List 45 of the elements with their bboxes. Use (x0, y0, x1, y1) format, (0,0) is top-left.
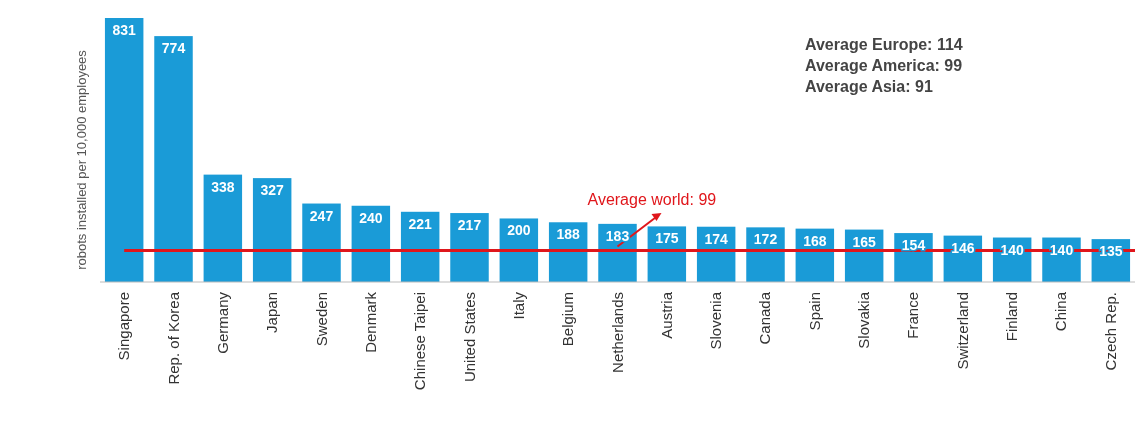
data-label: 247 (309, 207, 334, 224)
x-tick-label: Switzerland (953, 292, 971, 370)
x-tick-label: Slovakia (855, 291, 873, 349)
data-label: 221 (408, 215, 433, 232)
x-tick-label: Denmark (361, 291, 379, 353)
x-tick-label: Germany (213, 291, 231, 354)
data-label: 188 (556, 226, 581, 243)
x-tick-label: Chinese Taipei (411, 292, 429, 391)
x-tick-label: Japan (263, 292, 281, 333)
ref-line-label: Average world: 99 (587, 191, 717, 208)
data-label: 831 (112, 22, 137, 38)
x-tick-label: Finland (1003, 292, 1021, 342)
x-tick-label: Slovenia (707, 291, 725, 350)
data-label: 200 (507, 222, 531, 239)
x-tick-label: Rep. of Korea (164, 291, 182, 385)
x-tick-label: Spain (805, 292, 823, 331)
x-tick-label: United States (460, 292, 478, 383)
data-label: 183 (605, 227, 630, 244)
y-axis-title: robots installed per 10,000 employees (74, 49, 89, 270)
data-label: 154 (901, 237, 926, 254)
data-label: 774 (161, 40, 186, 57)
x-tick-label: Sweden (312, 292, 330, 347)
data-label: 172 (753, 231, 778, 248)
x-tick-label: Austria (657, 291, 675, 339)
annotation: Average Europe: 114 (805, 36, 963, 53)
x-tick-label: Singapore (115, 292, 133, 361)
data-label: 327 (260, 182, 285, 199)
bar (154, 36, 193, 282)
x-tick-label: Canada (756, 291, 774, 345)
x-tick-label: Italy (509, 291, 527, 320)
x-tick-label: China (1052, 291, 1070, 332)
data-label: 217 (457, 217, 482, 234)
data-label: 174 (704, 230, 729, 247)
x-tick-label: Belgium (559, 292, 577, 347)
x-tick-label: Netherlands (608, 292, 626, 373)
x-tick-label: France (904, 292, 922, 339)
data-label: 165 (852, 233, 877, 250)
x-tick-label: Czech Rep. (1101, 292, 1119, 371)
annotation: Average Asia: 91 (805, 78, 933, 95)
data-label: 338 (211, 178, 235, 195)
annotation: Average America: 99 (805, 57, 963, 74)
data-label: 240 (359, 209, 383, 226)
bar (104, 18, 144, 282)
data-label: 168 (803, 232, 827, 249)
data-label: 175 (655, 230, 679, 247)
